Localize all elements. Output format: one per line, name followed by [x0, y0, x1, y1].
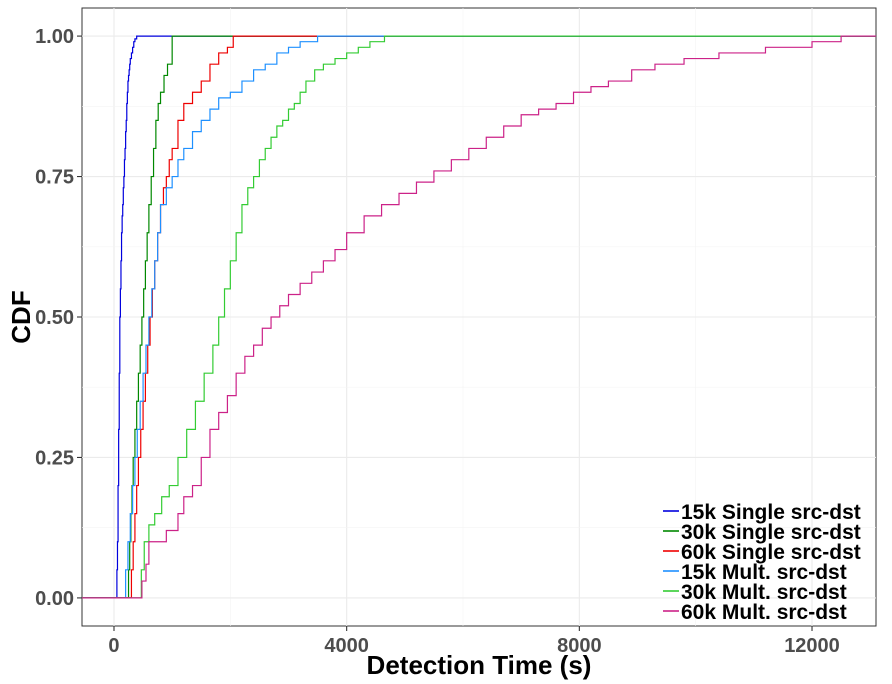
legend-label-5: 30k Mult. src-dst [681, 581, 847, 604]
x-tick-label: 0 [108, 635, 119, 657]
x-tick-label: 12000 [784, 635, 840, 657]
x-axis-title: Detection Time (s) [367, 650, 592, 680]
x-tick-label: 8000 [557, 635, 602, 657]
legend-label-3: 60k Single src-dst [681, 541, 861, 564]
y-tick-label: 0.25 [35, 447, 74, 469]
y-axis-ticks: 0.00 0.25 0.50 0.75 1.00 [35, 26, 82, 610]
x-tick-label: 4000 [324, 635, 369, 657]
y-tick-label: 0.75 [35, 167, 74, 189]
legend-label-4: 15k Mult. src-dst [681, 561, 847, 584]
series-lines [82, 35, 876, 599]
y-axis-title: CDF [6, 290, 36, 343]
x-axis-ticks: 0 4000 8000 12000 [108, 626, 840, 657]
series-line-6 [82, 35, 876, 599]
series-line-1 [82, 35, 876, 599]
series-line-5 [82, 35, 876, 599]
legend-label-6: 60k Mult. src-dst [681, 601, 847, 624]
y-tick-label: 1.00 [35, 26, 74, 48]
y-tick-label: 0.50 [35, 307, 74, 329]
series-line-4 [82, 35, 876, 599]
legend-label-1: 15k Single src-dst [681, 501, 861, 524]
y-tick-label: 0.00 [35, 588, 74, 610]
legend-label-2: 30k Single src-dst [681, 521, 861, 544]
